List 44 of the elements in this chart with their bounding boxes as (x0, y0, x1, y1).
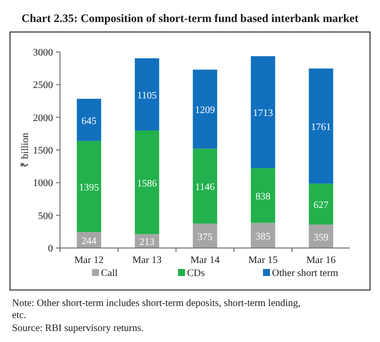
data-label: 1586 (137, 178, 157, 190)
data-label: 359 (314, 232, 328, 244)
x-tick-label: Mar 14 (190, 255, 220, 266)
data-label: 645 (82, 116, 96, 127)
data-label: 1209 (195, 105, 215, 116)
data-label: 375 (198, 232, 212, 243)
data-label: 1146 (195, 182, 215, 194)
bar (76, 140, 102, 232)
data-label: 627 (314, 200, 328, 212)
bar (76, 98, 102, 141)
x-tick-label: Mar 15 (248, 255, 278, 266)
y-tick-label: 2500 (33, 80, 53, 92)
bar (308, 68, 334, 184)
bar (192, 70, 218, 149)
text: Note: Other short-term includes short-term deposits, short-term lending, etc. (12, 298, 301, 321)
chart-title: Chart 2.35: Composition of short-term fund based interbank market (21, 13, 359, 25)
data-label: 1761 (311, 122, 331, 134)
bar (134, 58, 160, 130)
y-tick-label: 0 (48, 244, 53, 254)
data-label: 385 (256, 231, 270, 242)
bar (308, 184, 334, 225)
bar (250, 56, 276, 168)
y-tick-label: 3000 (33, 48, 53, 58)
data-label: 244 (82, 236, 96, 248)
data-label: 1713 (253, 108, 273, 120)
data-label: 838 (256, 191, 270, 202)
x-tick-label: Mar 13 (132, 255, 162, 266)
bar (250, 168, 276, 223)
y-axis-title: ₹ billion (20, 132, 31, 168)
bar (134, 130, 160, 234)
legend-label: Other short term (272, 268, 338, 279)
bar (192, 148, 218, 224)
y-tick-label: 1000 (33, 178, 53, 190)
y-tick-label: 500 (38, 210, 53, 222)
source-note: Source: RBI supervisory returns. (12, 323, 144, 334)
data-label: 1105 (137, 90, 157, 102)
data-label: 1395 (79, 182, 99, 194)
x-tick-label: Mar 12 (74, 255, 104, 266)
y-tick-label: 1500 (33, 146, 53, 156)
legend-label: Call (101, 268, 118, 279)
y-tick-label: 2000 (33, 112, 53, 124)
legend-label: CDs (187, 268, 205, 279)
x-tick-label: Mar 16 (306, 255, 336, 266)
data-label: 213 (140, 237, 154, 248)
